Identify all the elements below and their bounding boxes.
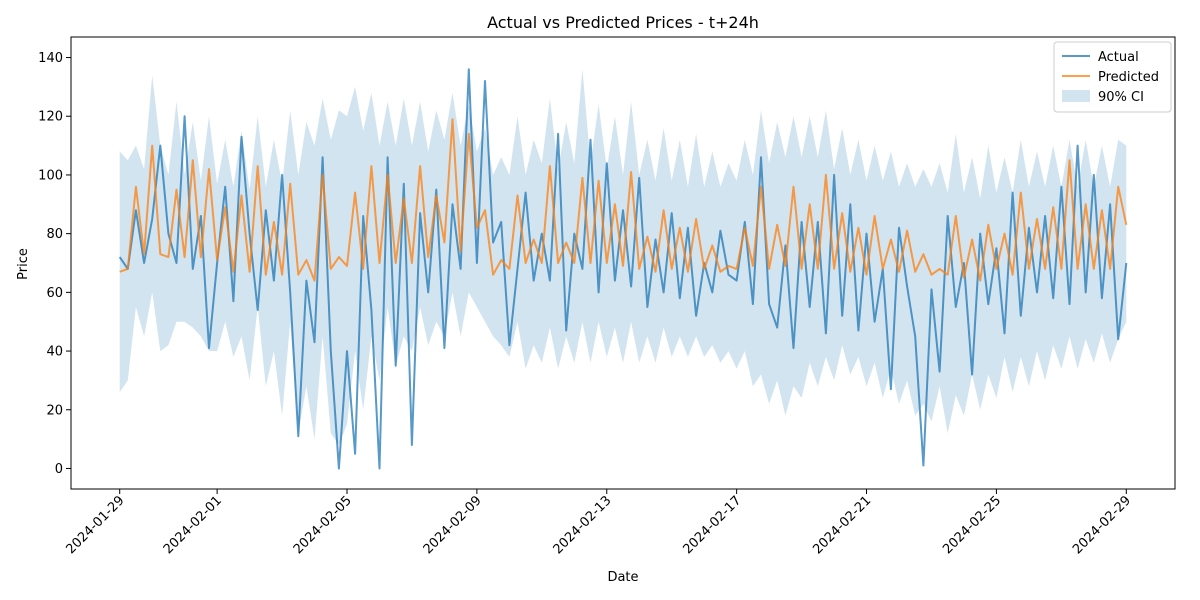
legend-ci-swatch [1062,90,1090,102]
plot-area [70,36,1176,490]
y-tick-label: 140 [38,51,63,66]
legend-ci-label: 90% CI [1098,90,1144,105]
y-tick-label: 120 [38,110,63,125]
y-tick-label: 40 [46,345,63,360]
y-tick-label: 80 [46,227,63,242]
y-tick-label: 0 [55,462,63,477]
legend-box [1053,41,1172,113]
axes-frame [70,36,1176,490]
y-tick-label: 20 [46,403,63,418]
x-axis-label: Date [607,570,638,585]
series-line-predicted [119,118,1128,282]
y-axis-label: Price [16,248,31,280]
y-tick-label: 60 [46,286,63,301]
legend: Actual Predicted 90% CI [1053,41,1172,113]
series-line-actual [118,68,1128,470]
legend-actual-label: Actual [1098,50,1139,65]
y-axis: 0 20 40 60 80 100 120 140 [38,51,71,477]
legend-predicted-label: Predicted [1098,70,1159,85]
y-tick-label: 100 [38,168,63,183]
chart-title: Actual vs Predicted Prices - t+24h [487,13,759,32]
